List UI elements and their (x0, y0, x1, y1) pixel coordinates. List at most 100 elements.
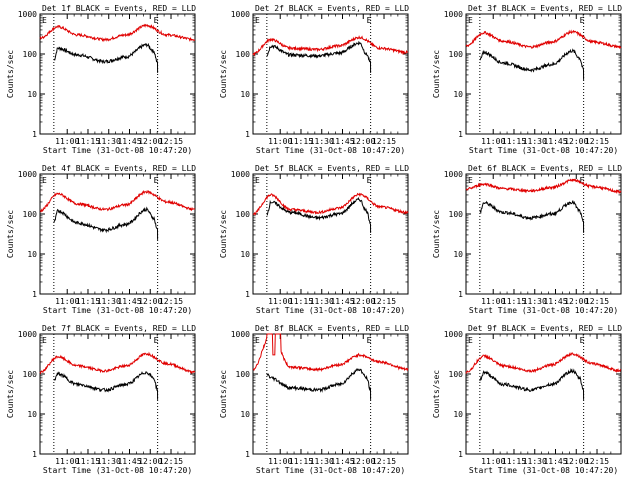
x-axis-label: Start Time (31-Oct-08 10:47:20) (256, 306, 405, 315)
series-lld-line (465, 178, 622, 195)
x-tick-label: 12:00 (564, 137, 588, 146)
time-marker-E: E (154, 16, 159, 25)
series-lld-line (39, 189, 195, 213)
panel-title: Det 9f BLACK = Events, RED = LLD (468, 324, 622, 333)
x-tick-label: 11:45 (330, 457, 354, 466)
panel-title: Det 4f BLACK = Events, RED = LLD (42, 164, 196, 173)
y-tick-label: 1 (32, 450, 37, 459)
series-events-line (53, 371, 159, 400)
x-tick-label: 11:45 (117, 297, 141, 306)
y-tick-label: 10 (27, 90, 37, 99)
x-tick-label: 11:30 (310, 297, 334, 306)
x-tick-label: 11:15 (76, 457, 100, 466)
x-axis-label: Start Time (31-Oct-08 10:47:20) (469, 466, 618, 475)
series-lld-line (465, 351, 622, 374)
x-tick-label: 11:30 (310, 457, 334, 466)
y-tick-label: 100 (449, 50, 464, 59)
y-tick-label: 1 (458, 130, 463, 139)
x-tick-label: 11:30 (97, 457, 121, 466)
panel-det-2: Det 2f BLACK = Events, RED = LLD 1 10 100 10… (219, 4, 409, 155)
x-tick-label: 11:45 (543, 297, 567, 306)
y-tick-label: 1000 (444, 10, 463, 19)
y-tick-label: 1 (458, 450, 463, 459)
y-tick-label: 10 (27, 250, 37, 259)
plot-frame (39, 173, 196, 295)
y-tick-label: 10 (453, 250, 463, 259)
plot-frame (252, 173, 409, 295)
panel-det-9: Det 9f BLACK = Events, RED = LLD 1 10 100 10… (432, 324, 622, 475)
time-marker-E: E (580, 16, 585, 25)
y-tick-label: 100 (23, 50, 38, 59)
x-tick-label: 11:30 (97, 137, 121, 146)
x-axis-label: Start Time (31-Oct-08 10:47:20) (469, 306, 618, 315)
x-tick-label: 12:15 (585, 137, 609, 146)
y-tick-label: 1 (32, 290, 37, 299)
panel-title: Det 1f BLACK = Events, RED = LLD (42, 4, 196, 13)
x-tick-label: 12:00 (351, 297, 375, 306)
time-marker-E: E (255, 176, 260, 185)
x-tick-label: 11:15 (502, 297, 526, 306)
time-marker-E: E (580, 336, 585, 345)
panel-title: Det 5f BLACK = Events, RED = LLD (255, 164, 409, 173)
x-tick-label: 11:00 (481, 297, 505, 306)
panel-det-5: Det 5f BLACK = Events, RED = LLD 1 10 100 10… (219, 164, 409, 315)
x-tick-label: 12:15 (585, 457, 609, 466)
y-axis-label: Counts/sec (219, 50, 228, 98)
y-tick-label: 1000 (231, 10, 250, 19)
x-axis-label: Start Time (31-Oct-08 10:47:20) (256, 146, 405, 155)
panel-title: Det 3f BLACK = Events, RED = LLD (468, 4, 622, 13)
y-tick-label: 10 (240, 250, 250, 259)
x-tick-label: 11:15 (289, 137, 313, 146)
x-tick-label: 11:15 (76, 297, 100, 306)
plot-frame (465, 13, 622, 135)
time-marker-E: E (42, 336, 47, 345)
x-tick-label: 12:00 (351, 137, 375, 146)
time-marker-E: E (42, 176, 47, 185)
x-tick-label: 11:30 (97, 297, 121, 306)
x-tick-label: 11:45 (543, 457, 567, 466)
x-tick-label: 12:00 (351, 457, 375, 466)
y-tick-label: 1 (32, 130, 37, 139)
y-tick-label: 100 (449, 370, 464, 379)
series-events-line (53, 206, 159, 240)
y-tick-label: 1 (458, 290, 463, 299)
series-lld-line (39, 351, 196, 375)
x-tick-label: 11:15 (76, 137, 100, 146)
panel-det-1: Det 1f BLACK = Events, RED = LLD 1 10 100 10… (6, 4, 196, 155)
x-axis-label: Start Time (31-Oct-08 10:47:20) (43, 466, 192, 475)
x-tick-label: 12:15 (159, 457, 183, 466)
x-tick-label: 11:45 (330, 297, 354, 306)
series-lld-line (252, 35, 409, 57)
time-marker-E: E (154, 176, 159, 185)
x-tick-label: 12:15 (372, 137, 396, 146)
time-marker-E: E (42, 16, 47, 25)
y-axis-label: Counts/sec (432, 50, 441, 98)
x-axis-label: Start Time (31-Oct-08 10:47:20) (43, 146, 192, 155)
y-axis-label: Counts/sec (6, 50, 15, 98)
series-events-line (479, 368, 585, 400)
x-tick-label: 12:00 (564, 297, 588, 306)
x-tick-label: 11:45 (330, 137, 354, 146)
x-tick-label: 12:15 (372, 297, 396, 306)
y-axis-label: Counts/sec (219, 210, 228, 258)
x-tick-label: 12:15 (159, 137, 183, 146)
time-marker-E: E (580, 176, 585, 185)
x-tick-label: 12:00 (138, 297, 162, 306)
y-tick-label: 100 (236, 50, 251, 59)
time-marker-E: E (367, 16, 372, 25)
x-tick-label: 11:45 (543, 137, 567, 146)
series-lld-line (465, 29, 622, 50)
x-tick-label: 12:15 (372, 457, 396, 466)
time-marker-E: E (367, 336, 372, 345)
x-tick-label: 11:30 (523, 137, 547, 146)
x-tick-label: 12:00 (138, 137, 162, 146)
y-tick-label: 10 (453, 410, 463, 419)
series-events-line (266, 196, 372, 233)
x-axis-label: Start Time (31-Oct-08 10:47:20) (43, 306, 192, 315)
x-tick-label: 11:15 (502, 457, 526, 466)
plot-frame (465, 333, 622, 455)
y-axis-label: Counts/sec (432, 370, 441, 418)
series-lld-line (39, 23, 196, 43)
